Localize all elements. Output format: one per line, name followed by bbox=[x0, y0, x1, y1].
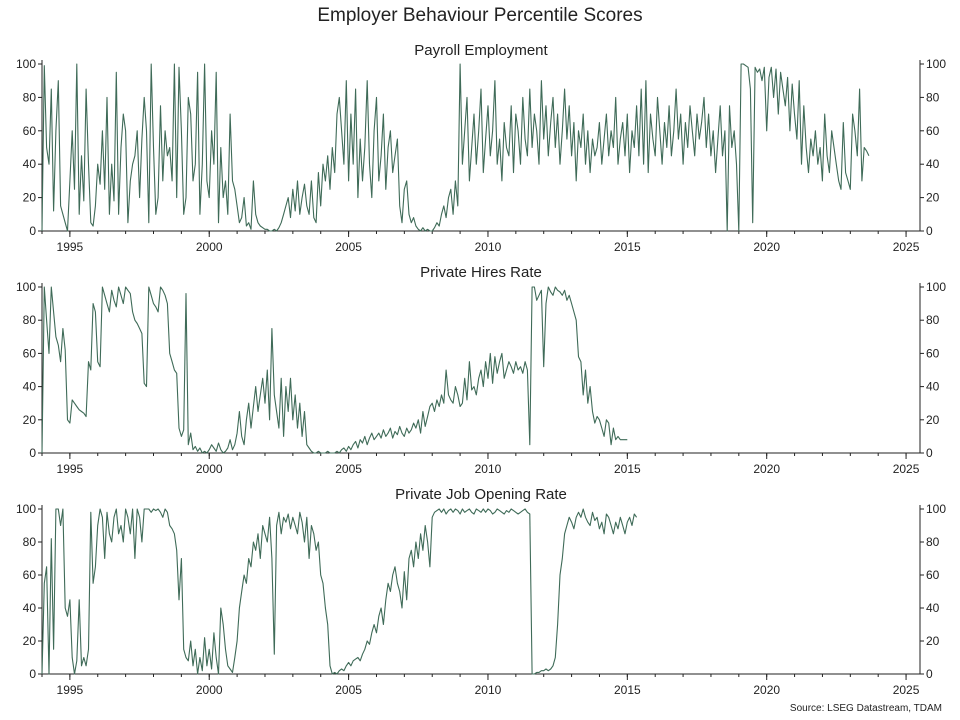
y-tick-label-left: 100 bbox=[16, 57, 36, 71]
x-tick-label: 2010 bbox=[475, 240, 502, 254]
x-tick-label: 2000 bbox=[196, 462, 223, 476]
main-title: Employer Behaviour Percentile Scores bbox=[317, 5, 643, 26]
panel-title: Private Hires Rate bbox=[420, 264, 542, 281]
y-tick-label-right: 40 bbox=[926, 157, 940, 171]
y-tick-label-left: 0 bbox=[29, 224, 36, 238]
y-tick-label-right: 100 bbox=[926, 57, 946, 71]
y-tick-label-right: 80 bbox=[926, 90, 940, 104]
y-tick-label-left: 100 bbox=[16, 280, 36, 294]
y-tick-label-left: 60 bbox=[23, 124, 37, 138]
y-tick-label-right: 60 bbox=[926, 124, 940, 138]
x-tick-label: 2015 bbox=[614, 462, 641, 476]
y-tick-label-left: 80 bbox=[23, 313, 37, 327]
y-tick-label-left: 80 bbox=[23, 90, 37, 104]
y-tick-label-left: 40 bbox=[23, 601, 37, 615]
x-tick-label: 2000 bbox=[196, 240, 223, 254]
panel-title: Payroll Employment bbox=[414, 42, 548, 59]
source-note: Source: LSEG Datastream, TDAM bbox=[789, 703, 942, 714]
x-tick-label: 2015 bbox=[614, 240, 641, 254]
y-tick-label-right: 60 bbox=[926, 346, 940, 360]
y-tick-label-left: 60 bbox=[23, 568, 37, 582]
y-tick-label-left: 20 bbox=[23, 191, 37, 205]
y-tick-label-right: 0 bbox=[926, 446, 933, 460]
x-tick-label: 2005 bbox=[335, 240, 362, 254]
y-tick-label-right: 60 bbox=[926, 568, 940, 582]
x-tick-label: 2025 bbox=[893, 683, 920, 697]
y-tick-label-left: 20 bbox=[23, 413, 37, 427]
y-tick-label-left: 80 bbox=[23, 535, 37, 549]
y-tick-label-left: 20 bbox=[23, 634, 37, 648]
y-tick-label-right: 80 bbox=[926, 313, 940, 327]
x-tick-label: 2005 bbox=[335, 683, 362, 697]
x-tick-label: 1995 bbox=[57, 683, 84, 697]
y-tick-label-right: 40 bbox=[926, 601, 940, 615]
x-tick-label: 2000 bbox=[196, 683, 223, 697]
x-tick-label: 2020 bbox=[753, 240, 780, 254]
panel-title: Private Job Opening Rate bbox=[395, 486, 567, 503]
y-tick-label-left: 40 bbox=[23, 157, 37, 171]
y-tick-label-left: 40 bbox=[23, 380, 37, 394]
y-tick-label-right: 100 bbox=[926, 280, 946, 294]
y-tick-label-right: 20 bbox=[926, 634, 940, 648]
x-tick-label: 2020 bbox=[753, 462, 780, 476]
y-tick-label-left: 100 bbox=[16, 502, 36, 516]
y-tick-label-right: 80 bbox=[926, 535, 940, 549]
series-line-1 bbox=[41, 508, 638, 675]
x-tick-label: 2010 bbox=[475, 683, 502, 697]
x-tick-label: 2020 bbox=[753, 683, 780, 697]
y-tick-label-left: 60 bbox=[23, 346, 37, 360]
x-tick-label: 2025 bbox=[893, 462, 920, 476]
x-tick-label: 2005 bbox=[335, 462, 362, 476]
y-tick-label-right: 40 bbox=[926, 380, 940, 394]
y-tick-label-right: 100 bbox=[926, 502, 946, 516]
series-line-1 bbox=[41, 286, 628, 454]
y-tick-label-left: 0 bbox=[29, 446, 36, 460]
x-tick-label: 2025 bbox=[893, 240, 920, 254]
y-tick-label-right: 20 bbox=[926, 413, 940, 427]
series-line-1 bbox=[41, 63, 870, 232]
y-tick-label-right: 0 bbox=[926, 667, 933, 681]
x-tick-label: 2015 bbox=[614, 683, 641, 697]
x-tick-label: 1995 bbox=[57, 240, 84, 254]
x-tick-label: 1995 bbox=[57, 462, 84, 476]
x-tick-label: 2010 bbox=[475, 462, 502, 476]
y-tick-label-left: 0 bbox=[29, 667, 36, 681]
y-tick-label-right: 0 bbox=[926, 224, 933, 238]
y-tick-label-right: 20 bbox=[926, 191, 940, 205]
